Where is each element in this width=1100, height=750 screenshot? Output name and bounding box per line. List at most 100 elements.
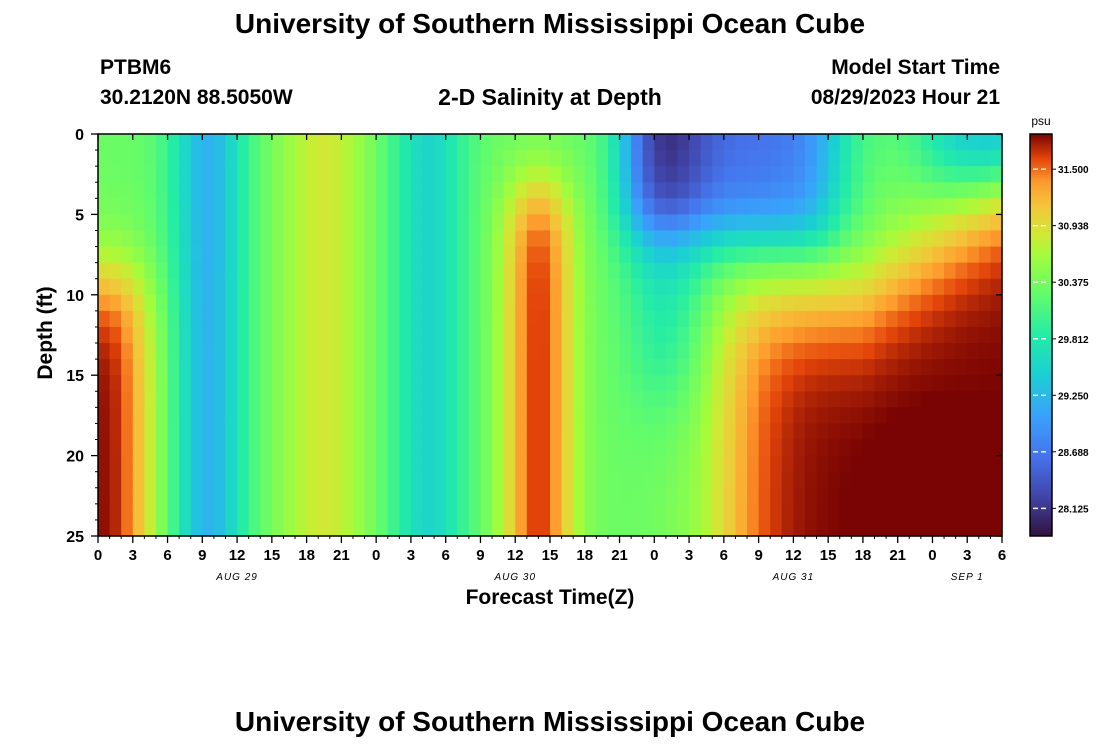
- heatmap-cell: [179, 359, 192, 376]
- heatmap-cell: [538, 503, 551, 521]
- heatmap-cell: [561, 134, 574, 151]
- heatmap-cell: [712, 455, 725, 473]
- heatmap-cell: [712, 278, 725, 296]
- heatmap-cell: [550, 487, 563, 505]
- heatmap-cell: [202, 407, 215, 425]
- heatmap-cell: [700, 471, 713, 489]
- heatmap-cell: [735, 391, 748, 408]
- heatmap-cell: [329, 423, 342, 441]
- heatmap-cell: [190, 326, 203, 344]
- heatmap-cell: [955, 487, 968, 505]
- heatmap-cell: [492, 375, 505, 392]
- heatmap-cell: [631, 487, 644, 505]
- heatmap-cell: [144, 423, 157, 441]
- heatmap-cell: [723, 166, 737, 183]
- heatmap-cell: [700, 150, 713, 167]
- heatmap-cell: [723, 278, 737, 296]
- heatmap-cell: [306, 326, 319, 344]
- model-start-label: Model Start Time: [831, 56, 1000, 79]
- heatmap-cell: [990, 343, 1003, 360]
- heatmap-cell: [747, 150, 760, 167]
- heatmap-cell: [213, 343, 227, 360]
- heatmap-cell: [967, 198, 980, 215]
- heatmap-cell: [213, 423, 227, 441]
- heatmap-cell: [816, 391, 829, 408]
- heatmap-cell: [295, 359, 308, 376]
- heatmap-cell: [213, 407, 227, 425]
- heatmap-cell: [723, 294, 737, 312]
- heatmap-cell: [422, 439, 435, 457]
- heatmap-cell: [631, 310, 644, 328]
- heatmap-cell: [295, 230, 308, 248]
- heatmap-cell: [410, 407, 424, 425]
- heatmap-cell: [723, 150, 737, 167]
- heatmap-cell: [271, 214, 285, 232]
- heatmap-cell: [260, 326, 273, 344]
- heatmap-cell: [190, 423, 203, 441]
- heatmap-cell: [862, 487, 876, 505]
- heatmap-cell: [851, 487, 864, 505]
- heatmap-cell: [329, 262, 342, 280]
- heatmap-cell: [828, 214, 841, 232]
- heatmap-cell: [631, 230, 644, 248]
- heatmap-cell: [155, 375, 169, 392]
- heatmap-cell: [225, 246, 238, 264]
- heatmap-cell: [596, 262, 609, 280]
- heatmap-cell: [955, 423, 968, 441]
- heatmap-cell: [700, 343, 713, 360]
- heatmap-cell: [352, 246, 366, 264]
- heatmap-cell: [654, 423, 667, 441]
- heatmap-cell: [781, 487, 794, 505]
- heatmap-cell: [584, 278, 597, 296]
- heatmap-cell: [248, 375, 261, 392]
- heatmap-cell: [237, 150, 250, 167]
- heatmap-cell: [886, 198, 899, 215]
- heatmap-cell: [283, 294, 296, 312]
- heatmap-cell: [712, 359, 725, 376]
- heatmap-cell: [735, 294, 748, 312]
- heatmap-cell: [828, 246, 841, 264]
- heatmap-cell: [318, 230, 331, 248]
- heatmap-cell: [515, 166, 528, 183]
- heatmap-cell: [874, 246, 887, 264]
- heatmap-cell: [295, 246, 308, 264]
- heatmap-cell: [526, 439, 540, 457]
- heatmap-cell: [677, 471, 690, 489]
- heatmap-cell: [306, 487, 319, 505]
- heatmap-cell: [329, 326, 342, 344]
- page-title: University of Southern Mississippi Ocean…: [234, 8, 866, 39]
- heatmap-cell: [978, 198, 992, 215]
- heatmap-cell: [202, 343, 215, 360]
- heatmap-cell: [770, 246, 783, 264]
- heatmap-cell: [700, 375, 713, 392]
- heatmap-cell: [109, 230, 122, 248]
- heatmap-cell: [561, 326, 574, 344]
- heatmap-cell: [109, 198, 122, 215]
- heatmap-cell: [758, 375, 771, 392]
- heatmap-cell: [851, 150, 864, 167]
- heatmap-cell: [445, 198, 458, 215]
- x-tick-label: 0: [94, 547, 102, 564]
- heatmap-cell: [167, 134, 180, 151]
- heatmap-cell: [793, 359, 806, 376]
- heatmap-cell: [700, 246, 713, 264]
- heatmap-cell: [179, 407, 192, 425]
- heatmap-cell: [329, 134, 342, 151]
- heatmap-cell: [909, 182, 922, 199]
- heatmap-cell: [909, 198, 922, 215]
- heatmap-cell: [793, 182, 806, 199]
- heatmap-cell: [862, 278, 876, 296]
- heatmap-cell: [434, 407, 447, 425]
- heatmap-cell: [515, 343, 528, 360]
- heatmap-cell: [480, 230, 493, 248]
- heatmap-cell: [747, 439, 760, 457]
- heatmap-cell: [828, 166, 841, 183]
- heatmap-cell: [295, 182, 308, 199]
- heatmap-cell: [526, 519, 540, 537]
- heatmap-cell: [758, 343, 771, 360]
- heatmap-cell: [248, 503, 261, 521]
- heatmap-cell: [445, 182, 458, 199]
- heatmap-cell: [341, 294, 354, 312]
- heatmap-cell: [689, 166, 702, 183]
